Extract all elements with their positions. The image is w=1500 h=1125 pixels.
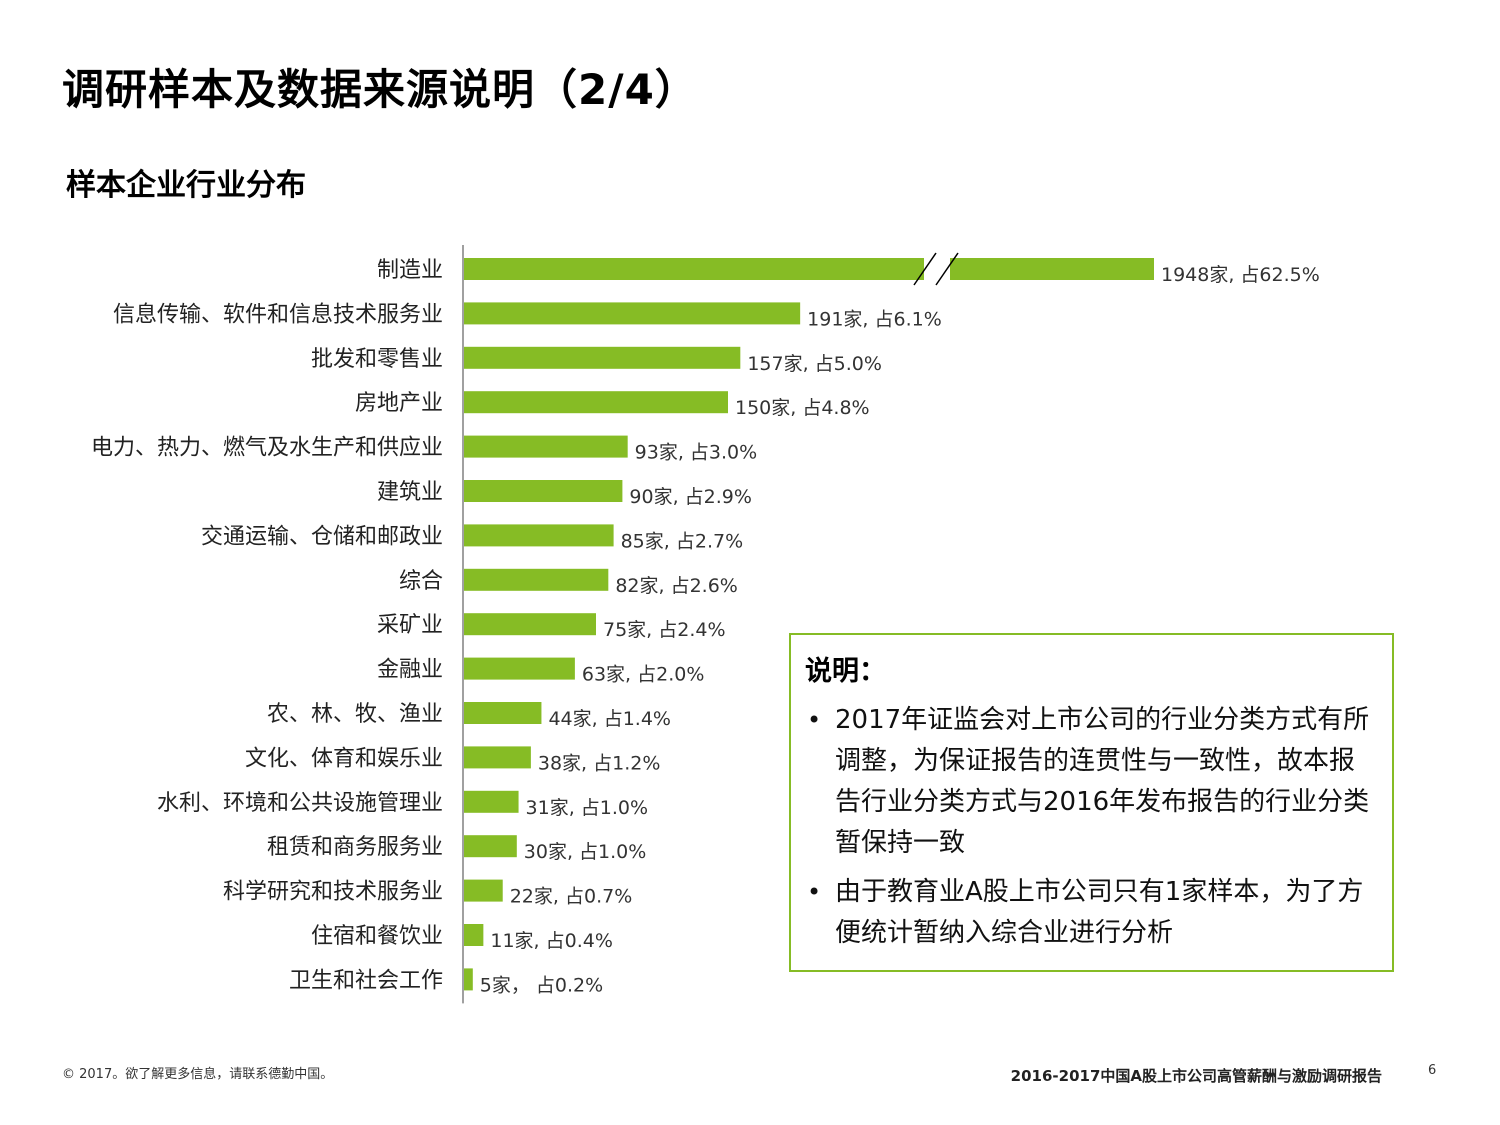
category-label: 交通运输、仓储和邮政业 — [201, 524, 443, 549]
category-label: 租赁和商务服务业 — [267, 835, 443, 860]
bar — [464, 258, 1154, 280]
category-label: 科学研究和技术服务业 — [223, 880, 443, 905]
category-label: 文化、体育和娱乐业 — [245, 746, 443, 771]
data-label: 5家， 占0.2% — [480, 974, 603, 996]
note-item-text: 2017年证监会对上市公司的行业分类方式有所调整，为保证报告的连贯性与一致性，故… — [835, 705, 1370, 858]
category-label: 批发和零售业 — [311, 347, 443, 372]
note-item-text: 由于教育业A股上市公司只有1家样本，为了方便统计暂纳入综合业进行分析 — [835, 877, 1364, 948]
note-box: 说明： • 2017年证监会对上市公司的行业分类方式有所调整，为保证报告的连贯性… — [789, 633, 1394, 972]
bar — [464, 924, 484, 946]
section-subtitle: 样本企业行业分布 — [66, 168, 306, 203]
industry-bar-chart: 制造业 1948家, 占62.5% 信息传输、软件和信息技术服务业 191家, 占6.… — [91, 245, 1320, 1004]
bar — [464, 613, 596, 636]
bar — [464, 480, 623, 502]
bar — [464, 302, 801, 325]
bar — [464, 568, 609, 591]
data-label: 44家, 占1.4% — [548, 708, 671, 730]
data-label: 11家, 占0.4% — [490, 930, 613, 952]
bar — [464, 524, 614, 547]
footer-report-title: 2016-2017中国A股上市公司高管薪酬与激励调研报告 — [1010, 1067, 1382, 1085]
data-label: 82家, 占2.6% — [615, 575, 738, 597]
note-list: • 2017年证监会对上市公司的行业分类方式有所调整，为保证报告的连贯性与一致性… — [805, 700, 1380, 954]
category-label: 综合 — [399, 569, 443, 594]
data-label: 150家, 占4.8% — [735, 397, 870, 419]
data-label: 31家, 占1.0% — [526, 797, 649, 819]
note-heading: 说明： — [805, 656, 886, 687]
category-label: 水利、环境和公共设施管理业 — [157, 791, 443, 816]
bar — [464, 346, 741, 369]
bar — [464, 968, 473, 991]
data-label: 93家, 占3.0% — [635, 442, 758, 464]
category-label: 电力、热力、燃气及水生产和供应业 — [91, 436, 443, 461]
bar — [464, 435, 628, 458]
data-label: 1948家, 占62.5% — [1161, 264, 1320, 286]
category-label: 建筑业 — [377, 480, 443, 505]
bullet-icon: • — [807, 706, 822, 734]
bullet-icon: • — [807, 878, 822, 906]
category-label: 采矿业 — [377, 613, 443, 638]
bar — [464, 746, 531, 769]
category-label: 信息传输、软件和信息技术服务业 — [113, 302, 443, 327]
axis-break-mark — [913, 252, 937, 286]
note-item: • 2017年证监会对上市公司的行业分类方式有所调整，为保证报告的连贯性与一致性… — [805, 700, 1380, 864]
category-label: 房地产业 — [355, 391, 443, 416]
category-label: 农、林、牧、渔业 — [267, 702, 443, 727]
axis-break-gap — [924, 256, 950, 282]
category-label: 卫生和社会工作 — [289, 968, 443, 993]
page-number: 6 — [1428, 1063, 1437, 1078]
data-label: 38家, 占1.2% — [538, 752, 661, 774]
data-label: 191家, 占6.1% — [807, 308, 942, 330]
category-label: 金融业 — [377, 658, 443, 683]
bar — [464, 657, 575, 680]
data-label: 157家, 占5.0% — [747, 353, 882, 375]
data-label: 75家, 占2.4% — [603, 619, 726, 641]
bar — [464, 790, 519, 813]
footer-copyright: © 2017。欲了解更多信息，请联系德勤中国。 — [62, 1067, 334, 1082]
page-title: 调研样本及数据来源说明（2/4） — [62, 65, 698, 114]
category-label: 住宿和餐饮业 — [311, 924, 443, 949]
data-label: 22家, 占0.7% — [510, 886, 633, 908]
data-label: 30家, 占1.0% — [524, 841, 647, 863]
bar — [464, 391, 728, 414]
bar — [464, 702, 542, 724]
data-label: 90家, 占2.9% — [629, 486, 752, 508]
bar — [464, 879, 503, 902]
axis-break-mark — [935, 252, 959, 286]
note-item: • 由于教育业A股上市公司只有1家样本，为了方便统计暂纳入综合业进行分析 — [805, 872, 1380, 954]
data-label: 63家, 占2.0% — [582, 664, 705, 686]
data-label: 85家, 占2.7% — [621, 530, 744, 552]
bar — [464, 835, 517, 858]
category-label: 制造业 — [377, 258, 443, 283]
